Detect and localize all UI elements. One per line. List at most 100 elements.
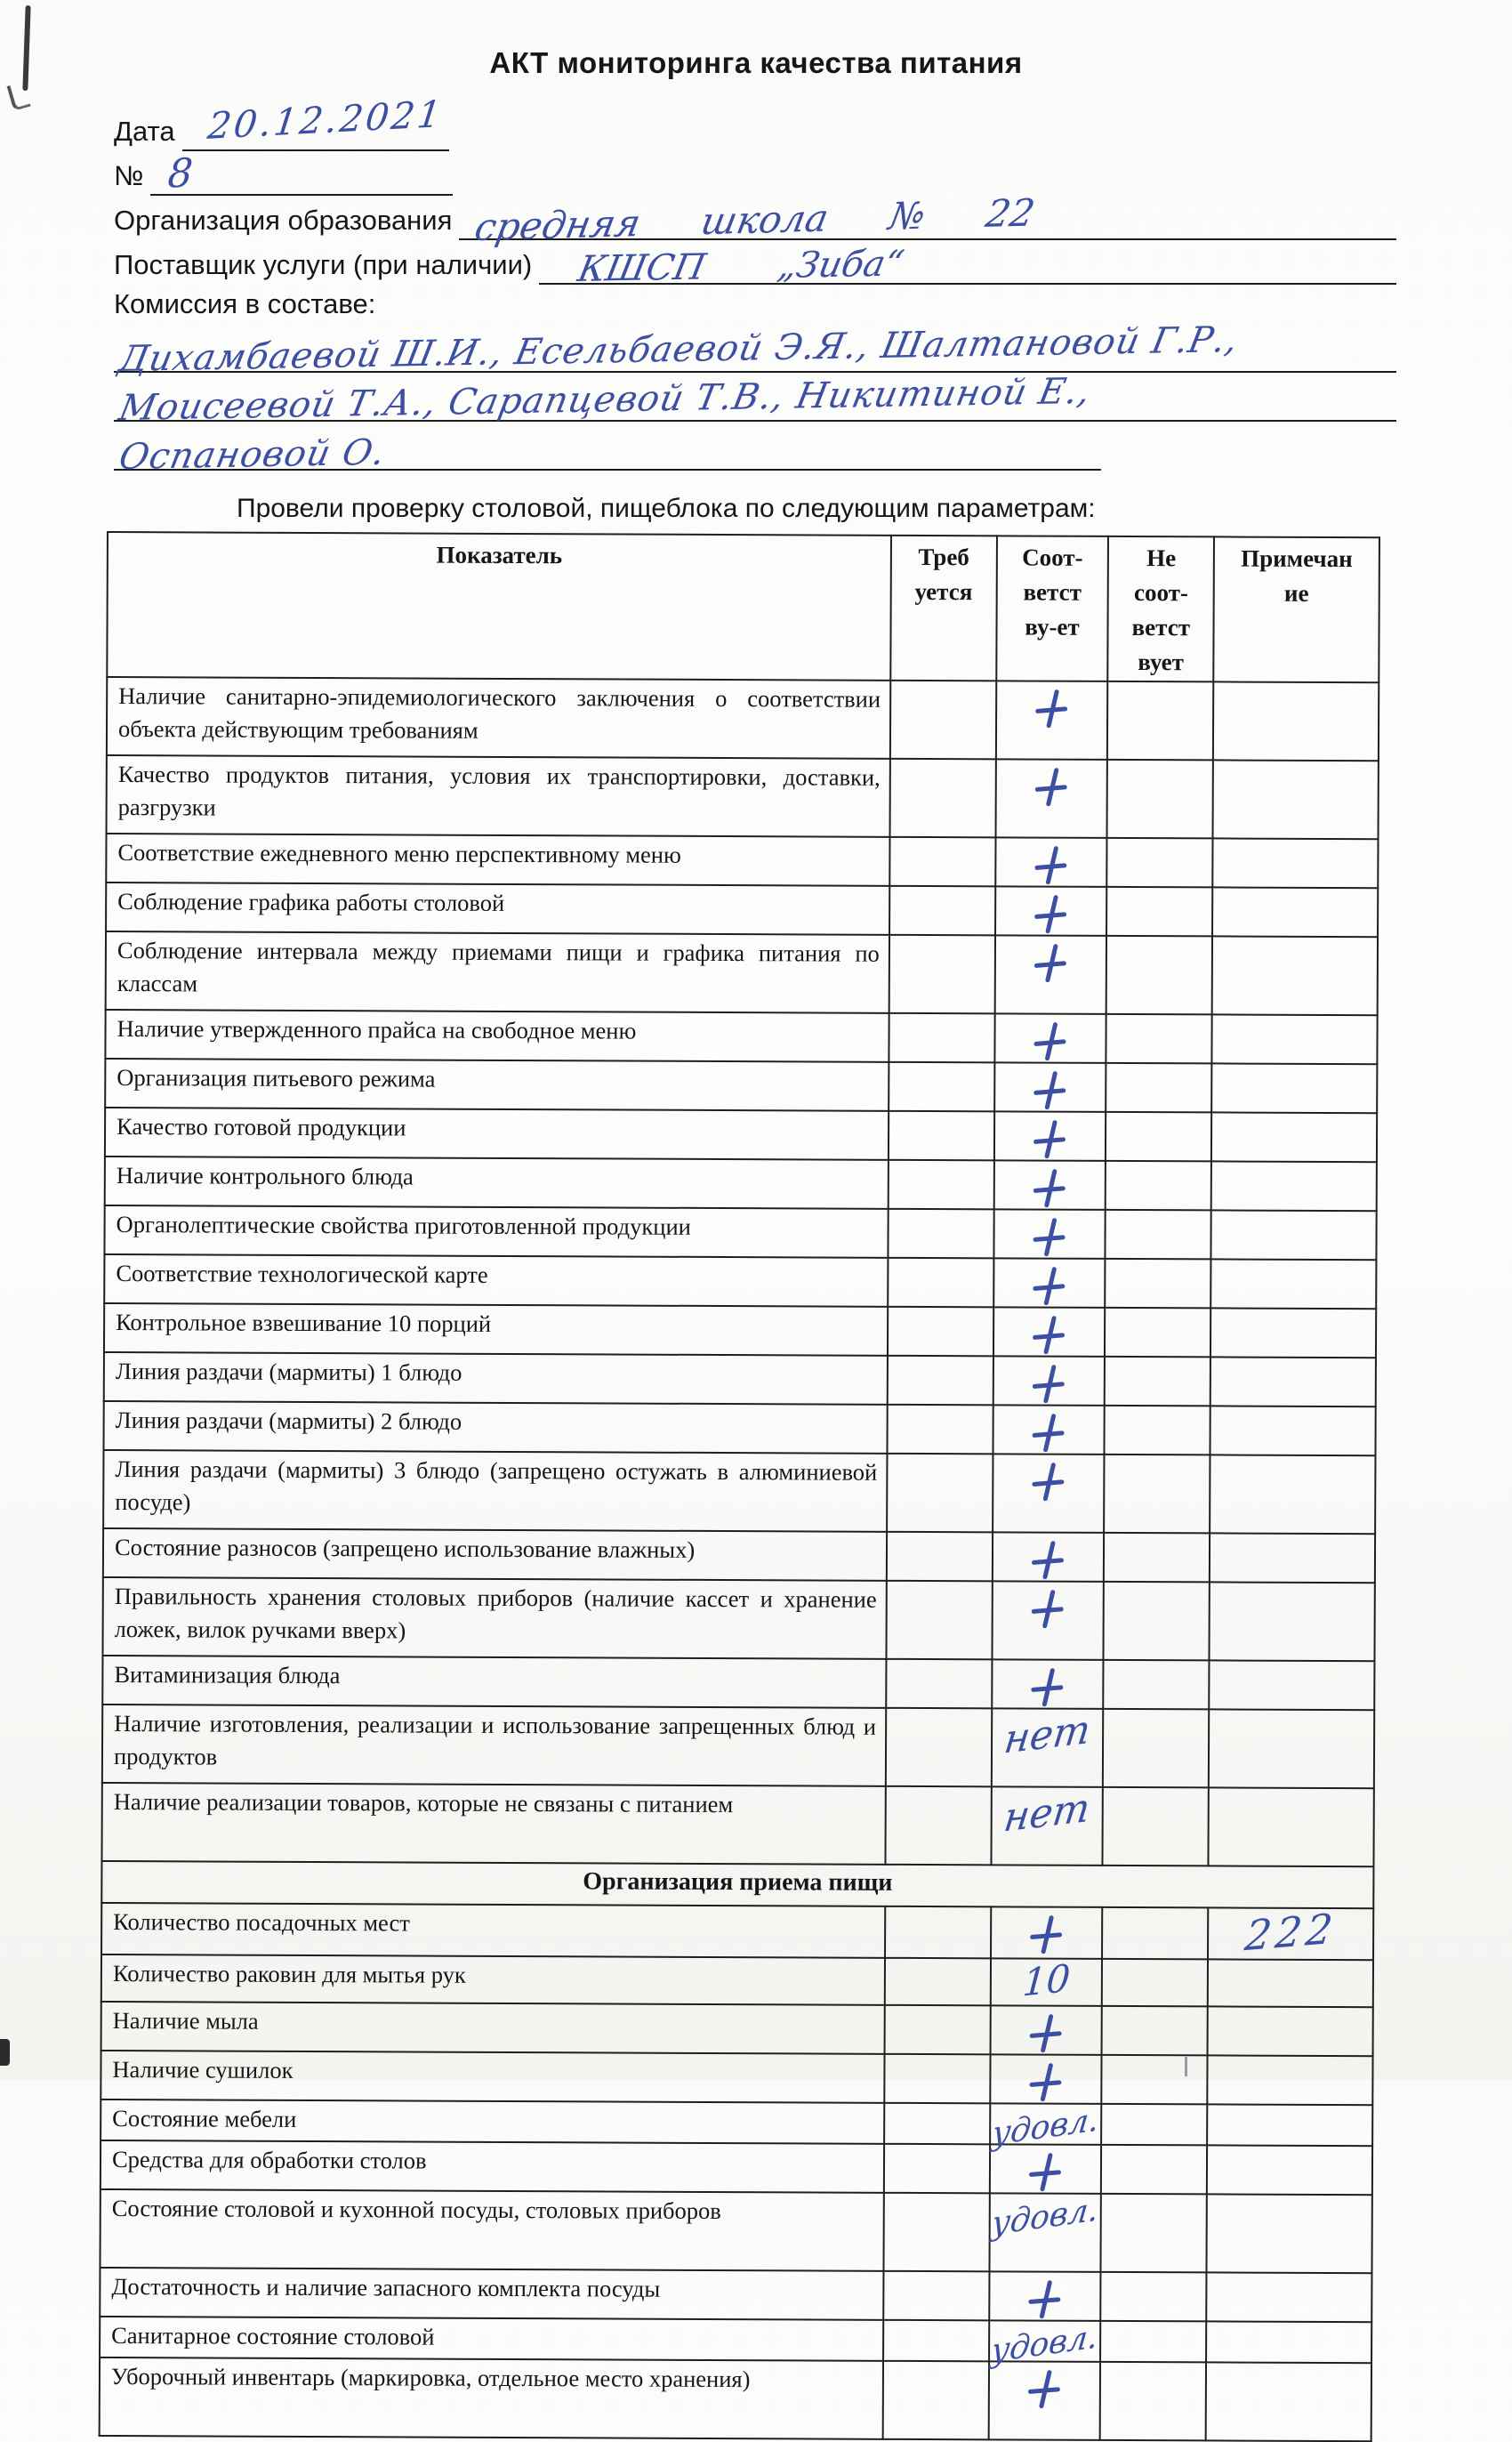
table-row: Состояние столовой и кухонной посуды, ст…	[100, 2188, 1372, 2274]
indicator-cell: Наличие реализации товаров, которые не с…	[101, 1782, 886, 1865]
column-header-4: Примечан ие	[1213, 536, 1379, 683]
supplier-value-handwritten: КШСП „Зиба“	[575, 243, 908, 290]
number-value-handwritten: 8	[166, 149, 195, 197]
complies-cell: нет	[991, 1706, 1104, 1787]
complies-cell	[993, 1307, 1106, 1357]
required-cell	[889, 758, 996, 838]
handwritten-plus-mark	[1035, 689, 1069, 729]
table-row: Соответствие ежедневного меню перспектив…	[106, 834, 1379, 889]
not-complies-cell	[1101, 2005, 1208, 2056]
indicator-cell: Соблюдение интервала между приемами пищи…	[105, 931, 889, 1013]
not-complies-cell	[1100, 2271, 1207, 2322]
indicator-cell: Состояние столовой и кухонной посуды, ст…	[100, 2188, 884, 2271]
note-cell	[1208, 1787, 1374, 1867]
note-cell	[1210, 1161, 1377, 1212]
handwritten-plus-mark	[1028, 2279, 1062, 2320]
handwritten-plus-mark	[1033, 1266, 1066, 1307]
handwritten-value: удовл.	[990, 2190, 1101, 2244]
table-body: Наличие санитарно-эпидемиологического за…	[99, 677, 1379, 2442]
required-cell	[883, 2270, 990, 2321]
complies-cell	[993, 1356, 1106, 1406]
handwritten-plus-mark	[1031, 1667, 1065, 1708]
not-complies-cell	[1106, 759, 1213, 839]
indicator-cell: Количество посадочных мест	[101, 1902, 886, 1958]
not-complies-cell	[1106, 837, 1213, 888]
note-cell	[1208, 1709, 1375, 1789]
note-cell	[1206, 2145, 1373, 2196]
indicator-cell: Соблюдение графика работы столовой	[106, 883, 890, 935]
indicator-cell: Наличие мыла	[101, 2001, 885, 2054]
note-cell: 222	[1208, 1904, 1374, 1960]
note-cell	[1211, 1112, 1378, 1163]
complies-cell	[993, 1013, 1107, 1063]
not-complies-cell	[1102, 1958, 1209, 2007]
note-cell	[1210, 1259, 1377, 1310]
table-row: Состояние мебели удовл.	[101, 2099, 1373, 2153]
complies-cell	[988, 2361, 1101, 2440]
scan-artifact-tick-mark	[1185, 2057, 1187, 2076]
not-complies-cell	[1104, 1454, 1210, 1534]
note-cell	[1211, 1063, 1378, 1114]
note-cell	[1210, 1406, 1376, 1456]
complies-cell	[992, 1532, 1105, 1582]
required-cell	[887, 1404, 993, 1455]
handwritten-plus-mark	[1034, 894, 1068, 935]
complies-cell	[993, 1062, 1106, 1112]
complies-cell: 10	[990, 1956, 1103, 2006]
required-cell	[886, 1658, 993, 1709]
table-row: Достаточность и наличие запасного компле…	[100, 2267, 1372, 2323]
complies-cell	[992, 1454, 1105, 1533]
handwritten-plus-mark	[1028, 2152, 1062, 2193]
number-underline: 8	[150, 150, 454, 197]
indicator-cell: Состояние мебели	[101, 2099, 885, 2144]
indicator-cell: Правильность хранения столовых приборов …	[102, 1576, 887, 1659]
document-title: АКТ мониторинга качества питания	[489, 46, 1023, 79]
not-complies-cell	[1103, 1708, 1210, 1788]
complies-cell	[989, 2144, 1102, 2194]
note-cell	[1209, 1533, 1376, 1584]
required-cell	[882, 2319, 989, 2362]
table-row: Правильность хранения столовых приборов …	[102, 1576, 1375, 1662]
section-title: Организация приема пищи	[101, 1860, 1374, 1909]
not-complies-cell	[1100, 2361, 1207, 2441]
table-row: Уборочный инвентарь (маркировка, отдельн…	[99, 2357, 1372, 2442]
note-cell	[1209, 1660, 1375, 1711]
handwritten-value: нет	[1001, 1706, 1093, 1763]
required-cell	[883, 2143, 990, 2194]
number-label: №	[114, 160, 144, 191]
note-cell	[1212, 838, 1379, 889]
not-complies-cell	[1101, 2103, 1208, 2146]
complies-cell	[994, 886, 1107, 936]
complies-cell: удовл.	[989, 2190, 1102, 2272]
form-header: Дата 20.12.2021 № 8 Организация образова…	[114, 93, 1396, 478]
date-value-handwritten: 20.12.2021	[205, 92, 446, 148]
not-complies-cell	[1104, 1405, 1210, 1455]
required-cell	[887, 1355, 993, 1406]
commission-names-handwritten-2: Моисеевой Т.А., Сарапцевой Т.В., Никитин…	[116, 370, 1095, 429]
required-cell	[883, 2192, 990, 2272]
required-cell	[887, 1306, 993, 1357]
handwritten-plus-mark	[1030, 1914, 1064, 1955]
commission-names-handwritten-3: Оспановой О.	[116, 431, 390, 478]
note-cell	[1206, 2272, 1372, 2323]
required-cell	[889, 1061, 994, 1112]
required-cell	[885, 1785, 992, 1866]
required-cell	[889, 1012, 995, 1063]
table-row: Средства для обработки столов	[100, 2140, 1373, 2196]
handwritten-plus-mark	[1032, 1364, 1066, 1405]
required-cell	[886, 1453, 993, 1533]
note-cell	[1206, 2194, 1372, 2274]
commission-underline-1: Дихамбаевой Ш.И., Есельбаевой Э.Я., Шалт…	[114, 319, 1396, 380]
scan-artifact-edge-mark	[0, 2039, 10, 2066]
indicator-cell: Наличие контрольного блюда	[104, 1156, 889, 1209]
handwritten-value: нет	[1001, 1785, 1093, 1842]
not-complies-cell	[1105, 1307, 1211, 1358]
required-cell	[883, 2102, 990, 2145]
indicator-cell: Наличие санитарно-эпидемиологического за…	[106, 677, 891, 759]
indicator-cell: Соответствие технологической карте	[104, 1253, 889, 1307]
not-complies-cell	[1102, 1786, 1209, 1866]
complies-cell	[995, 759, 1108, 838]
note-cell	[1212, 760, 1379, 840]
intro-text: Провели проверку столовой, пищеблока по …	[237, 494, 1096, 523]
not-complies-cell	[1105, 1258, 1211, 1309]
